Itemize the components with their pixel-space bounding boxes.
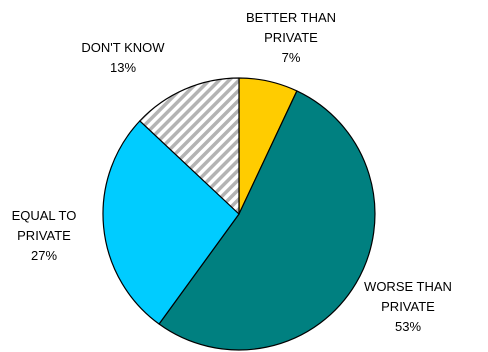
pie-slice (139, 77, 240, 215)
slice-label-line: EQUAL TO (12, 208, 77, 223)
pie-slice (102, 120, 240, 325)
slice-label-line: WORSE THAN (364, 279, 452, 294)
slice-label-line: PRIVATE (264, 30, 318, 45)
slice-label: BETTER THAN PRIVATE 7% (246, 10, 336, 65)
slice-label: EQUAL TO PRIVATE 27% (12, 208, 77, 263)
pie-labels: BETTER THAN PRIVATE 7% WORSE THAN PRIVATE 53%… (12, 10, 452, 334)
slice-label: WORSE THAN PRIVATE 53% (364, 279, 452, 334)
slice-value: 13% (110, 60, 136, 75)
pie-slices (102, 77, 376, 351)
slice-value: 7% (282, 50, 301, 65)
slice-value: 27% (31, 248, 57, 263)
slice-label-line: PRIVATE (381, 299, 435, 314)
slice-label-line: PRIVATE (17, 228, 71, 243)
slice-label-line: BETTER THAN (246, 10, 336, 25)
slice-label-line: DON'T KNOW (81, 40, 165, 55)
pie-slice (158, 90, 376, 351)
slice-value: 53% (395, 319, 421, 334)
slice-label: DON'T KNOW 13% (81, 40, 165, 75)
